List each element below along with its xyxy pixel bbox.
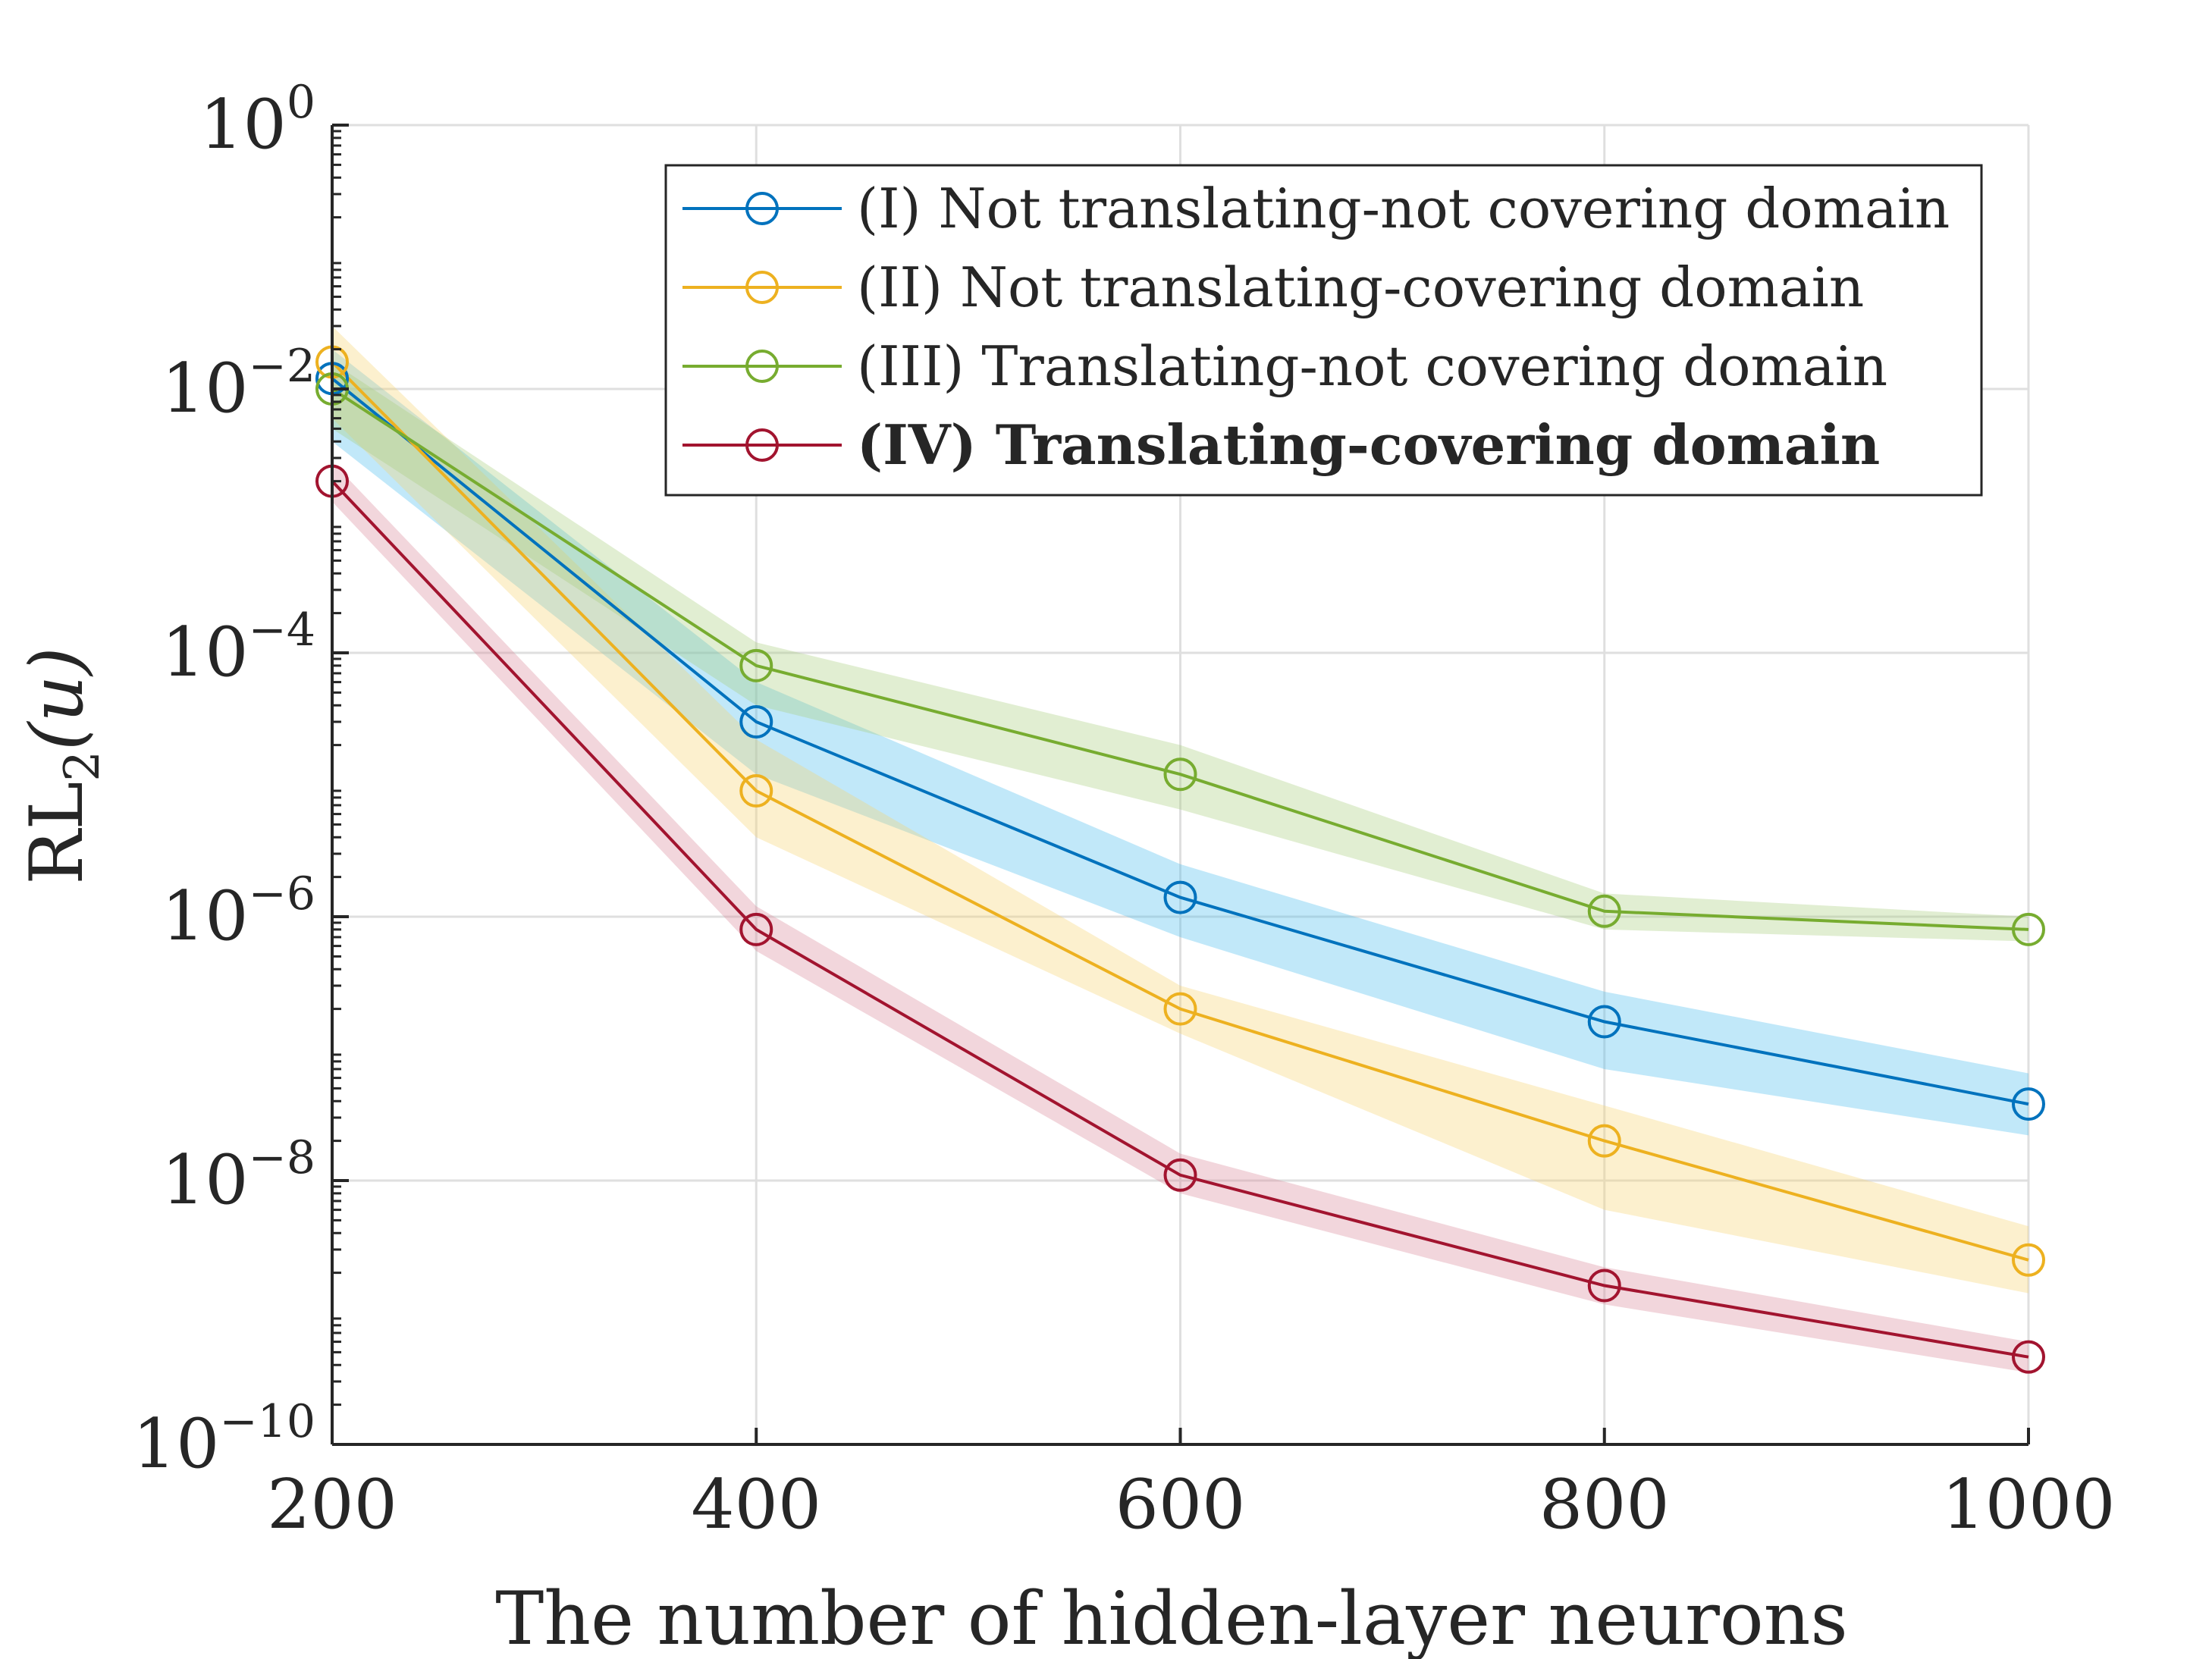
y-tick-exp-4: −8 [249,1131,315,1184]
y-tick-label-3: 10−6 [162,867,315,956]
data-point-s3-4 [2012,1340,2045,1374]
legend-label-0: (I) Not translating-not covering domain [857,177,1950,240]
series-band-1 [332,326,2028,1294]
y-tick-exp-3: −6 [249,867,315,920]
legend-label-1: (II) Not translating-covering domain [857,256,1864,319]
data-point-s3-2 [1163,1158,1197,1192]
axes [331,124,2030,1446]
y-axis-label: RL2(u) [14,647,111,884]
x-tick-label-1: 400 [691,1465,821,1545]
series-lines [331,361,2029,1359]
y-axis-label-arg: (u) [14,647,99,751]
x-tick-label-3: 800 [1539,1465,1670,1545]
data-point-s2-3 [1587,894,1621,928]
svg-text:RL2(u): RL2(u) [14,647,111,884]
series-line-1 [331,361,2029,1262]
data-point-s3-1 [739,912,773,946]
data-point-s1-2 [1163,992,1197,1026]
data-point-s2-1 [739,648,773,682]
data-point-s1-3 [1587,1124,1621,1158]
y-tick-base-4: 10 [162,1140,249,1220]
series-line-2 [331,387,2029,931]
y-tick-base-1: 10 [162,349,249,428]
y-tick-base-0: 10 [199,85,287,165]
legend: (I) Not translating-not covering domain (… [664,164,1983,497]
data-point-s0-4 [2012,1087,2045,1121]
data-point-s0-2 [1163,880,1197,914]
series-line-3 [331,480,2029,1359]
y-tick-base-3: 10 [162,877,249,956]
y-tick-label-0: 100 [199,76,315,165]
legend-box [664,164,1983,497]
x-tick-label-4: 1000 [1941,1465,2115,1545]
data-point-s1-1 [739,773,773,808]
y-tick-exp-2: −4 [249,604,315,657]
x-axis-label: The number of hidden-layer neurons [495,1576,1848,1659]
data-point-s2-4 [2012,912,2045,946]
x-tick-label-2: 600 [1115,1465,1246,1545]
y-tick-label-2: 10−4 [162,604,315,692]
x-tick-label-0: 200 [267,1465,397,1545]
y-tick-label-4: 10−8 [162,1131,315,1220]
legend-marker-2 [745,350,779,383]
y-tick-exp-0: 0 [287,76,315,129]
series-line-0 [331,377,2029,1106]
y-tick-exp-1: −2 [249,340,315,393]
data-point-s3-3 [1587,1269,1621,1303]
legend-label-3: (IV) Translating-covering domain [857,412,1880,477]
legend-label-2: (III) Translating-not covering domain [857,334,1887,398]
y-axis-label-base: RL [14,782,99,885]
series-band-0 [332,349,2028,1136]
y-tick-label-5: 10−10 [133,1395,315,1484]
data-point-s1-4 [2012,1243,2045,1277]
y-tick-base-5: 10 [133,1404,220,1484]
y-tick-label-1: 10−2 [162,340,315,428]
data-point-s2-2 [1163,757,1197,792]
legend-marker-3 [745,428,779,462]
data-point-s0-1 [739,704,773,739]
y-axis-label-sub: 2 [55,751,111,782]
legend-marker-0 [745,192,779,225]
series-markers [315,345,2045,1374]
data-point-s0-3 [1587,1005,1621,1039]
y-tick-exp-5: −10 [219,1395,315,1448]
legend-marker-1 [745,271,779,304]
y-tick-base-2: 10 [162,613,249,692]
